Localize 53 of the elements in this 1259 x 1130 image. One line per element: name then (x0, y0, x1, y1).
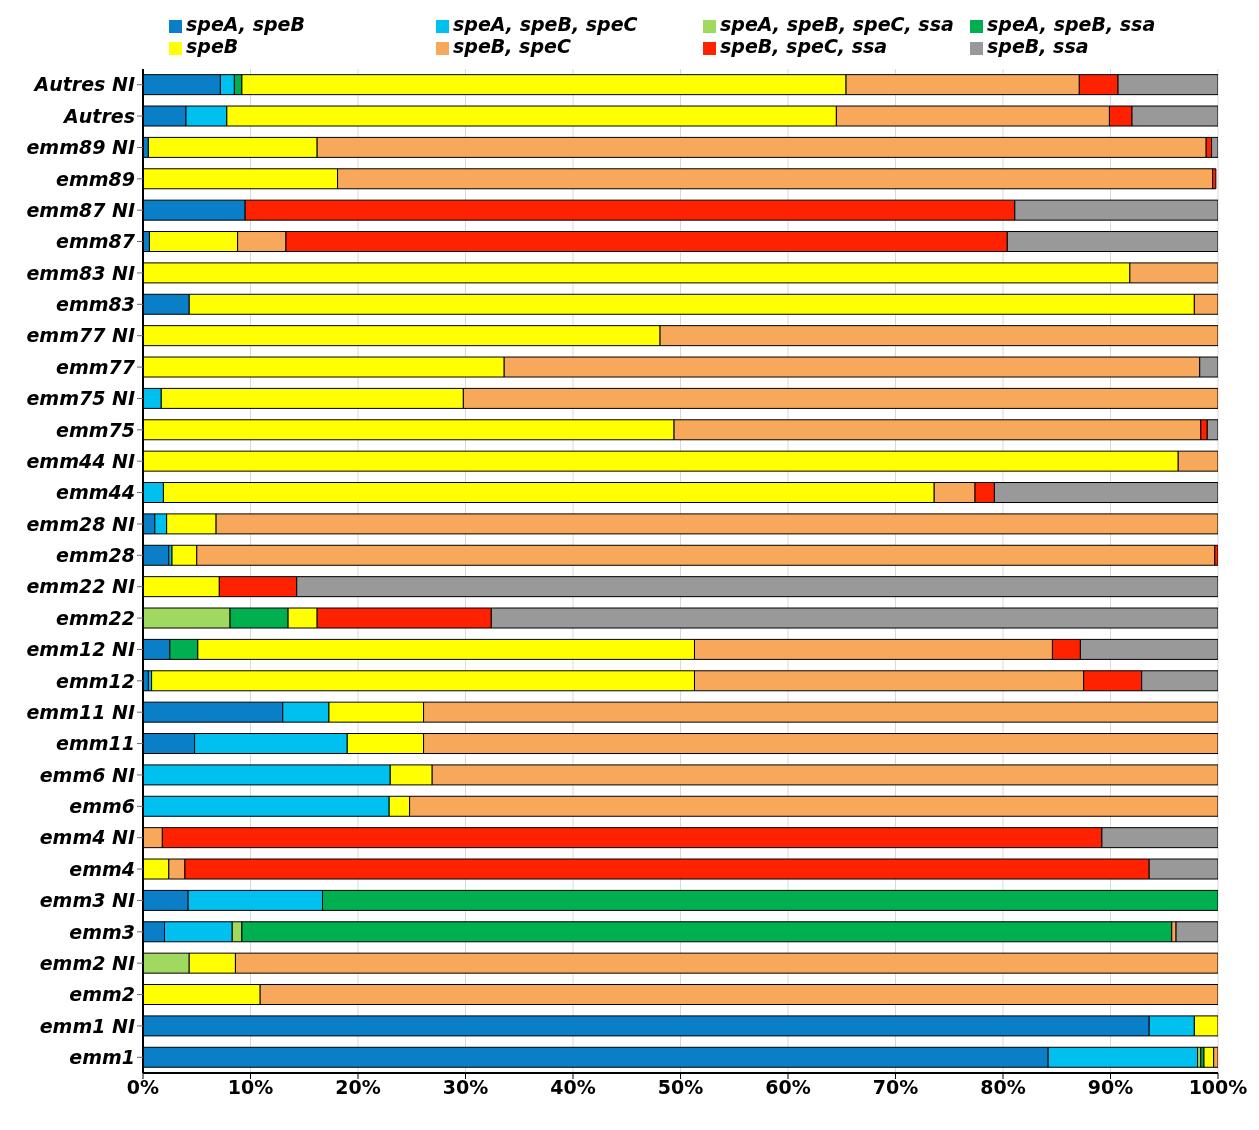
x-tick-label: 100% (1188, 1076, 1248, 1099)
x-tick-label: 90% (1087, 1076, 1134, 1099)
legend-label: speA, speB, speC, ssa (720, 13, 955, 35)
x-tick-label: 0% (126, 1076, 160, 1099)
legend-label: speA, speB, speC (453, 13, 639, 35)
y-tick-label: emm2 (69, 983, 135, 1006)
y-tick-label: emm75 (56, 418, 135, 441)
y-tick-label: Autres NI (32, 73, 135, 96)
y-tick-label: emm28 (56, 544, 135, 567)
bar (1175, 921, 1218, 943)
y-tick-label: emm1 NI (39, 1014, 135, 1037)
x-tick-label: 40% (550, 1076, 596, 1099)
y-tick-label: emm4 NI (39, 826, 135, 849)
y-tick-label: emm4 (69, 857, 135, 880)
x-tick-label: 80% (980, 1076, 1026, 1099)
y-tick-label: emm44 NI (26, 449, 135, 472)
y-tick-label: emm75 NI (26, 387, 135, 410)
y-tick-label: emm77 NI (26, 324, 135, 347)
x-tick-label: 30% (442, 1076, 489, 1099)
legend-label: speA, speB, ssa (987, 13, 1157, 35)
bar (1203, 1046, 1215, 1068)
y-tick-label: Autres (62, 104, 135, 127)
y-tick-label: emm83 NI (26, 261, 135, 284)
y-tick-label: emm12 NI (26, 638, 135, 661)
y-tick-label: emm89 (56, 167, 135, 190)
legend-label: speA, speB (186, 13, 306, 35)
legend-label: speB, speC, ssa (720, 35, 889, 57)
y-tick-label: emm83 (56, 293, 135, 316)
y-tick-label: emm87 NI (26, 198, 135, 221)
y-tick-label: emm28 NI (26, 512, 135, 535)
legend-label: speB (186, 35, 240, 57)
y-tick-label: emm87 (56, 230, 136, 253)
legend-label: speB, speC (453, 35, 572, 57)
y-tick-label: emm6 (69, 795, 135, 818)
x-tick-label: 20% (335, 1076, 381, 1099)
y-tick-label: emm6 NI (39, 763, 135, 786)
x-tick-label: 10% (227, 1076, 274, 1099)
x-tick-label: 50% (657, 1076, 704, 1099)
legend-label: speB, ssa (987, 35, 1090, 57)
y-tick-label: emm22 (56, 606, 135, 629)
y-tick-label: emm3 (69, 920, 135, 943)
y-tick-label: emm11 NI (26, 700, 135, 723)
y-tick-label: emm2 NI (39, 951, 135, 974)
y-tick-label: emm89 NI (26, 136, 135, 159)
x-tick-label: 60% (765, 1076, 811, 1099)
y-tick-label: emm1 (69, 1046, 135, 1069)
x-tick-label: 70% (872, 1076, 919, 1099)
y-tick-label: emm11 (56, 732, 135, 755)
y-tick-label: emm3 NI (39, 889, 135, 912)
y-tick-label: emm12 (56, 669, 135, 692)
y-tick-label: emm44 (56, 481, 135, 504)
y-tick-label: emm22 NI (26, 575, 135, 598)
y-tick-label: emm77 (56, 355, 136, 378)
